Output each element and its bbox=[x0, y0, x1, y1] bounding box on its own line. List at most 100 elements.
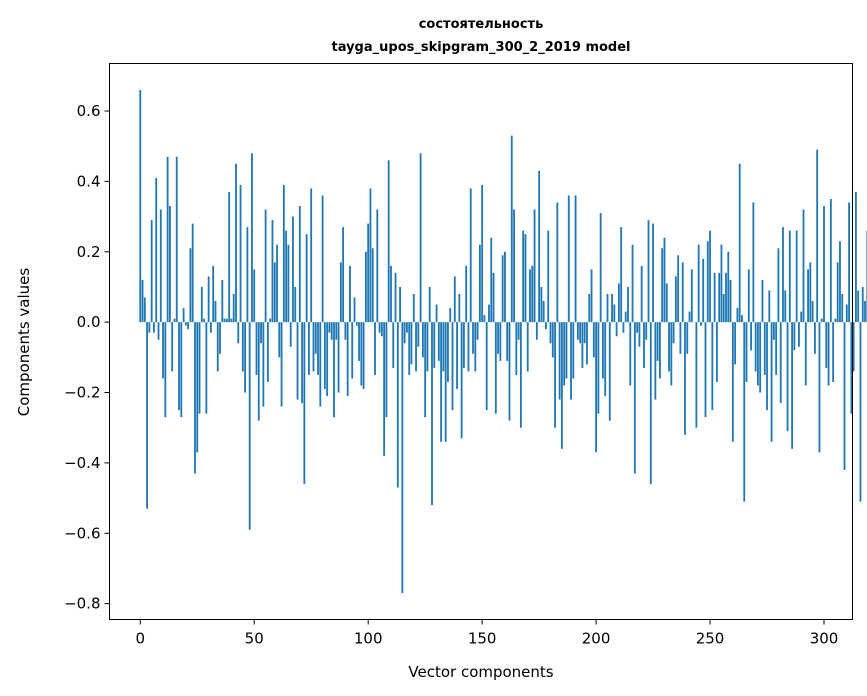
bar-143 bbox=[465, 265, 468, 323]
y-tick-label: 0.2 bbox=[77, 243, 101, 261]
bar-230 bbox=[663, 237, 666, 323]
bar-171 bbox=[529, 269, 531, 323]
bar-75 bbox=[310, 188, 313, 323]
bar-301 bbox=[825, 322, 828, 368]
bar-66 bbox=[289, 322, 292, 347]
x-axis-label: Vector components bbox=[408, 663, 553, 681]
bar-79 bbox=[319, 322, 322, 407]
bar-192 bbox=[576, 322, 579, 340]
bar-58 bbox=[271, 220, 274, 323]
bar-249 bbox=[706, 241, 709, 323]
bar-219 bbox=[638, 322, 641, 347]
bar-121 bbox=[415, 322, 417, 372]
bars-group bbox=[139, 89, 867, 594]
bar-210 bbox=[617, 283, 620, 323]
bar-17 bbox=[178, 322, 180, 411]
bar-264 bbox=[741, 315, 743, 323]
bar-114 bbox=[399, 286, 401, 323]
bar-150 bbox=[481, 184, 484, 323]
bar-237 bbox=[679, 322, 682, 354]
bar-259 bbox=[729, 279, 732, 323]
bar-124 bbox=[421, 322, 424, 358]
bar-272 bbox=[759, 322, 762, 393]
bar-81 bbox=[323, 322, 326, 390]
bar-260 bbox=[731, 322, 734, 442]
bar-258 bbox=[727, 251, 730, 323]
bar-108 bbox=[385, 322, 388, 418]
bar-14 bbox=[171, 322, 174, 372]
bar-191 bbox=[574, 195, 577, 323]
bar-133 bbox=[442, 322, 445, 372]
x-tick-label: 300 bbox=[810, 630, 839, 648]
bar-41 bbox=[232, 293, 235, 323]
bar-74 bbox=[308, 322, 310, 375]
bar-49 bbox=[251, 153, 253, 323]
bar-60 bbox=[276, 244, 278, 323]
bar-315 bbox=[857, 290, 860, 323]
bar-239 bbox=[684, 322, 686, 435]
bar-78 bbox=[317, 322, 319, 375]
y-axis: −0.8 −0.6 −0.4 −0.2 0.0 0.2 0.4 0.6 bbox=[64, 102, 110, 613]
bar-241 bbox=[688, 311, 691, 323]
bar-87 bbox=[337, 322, 340, 393]
x-tick-label: 0 bbox=[135, 630, 145, 648]
bar-291 bbox=[802, 209, 805, 323]
bar-197 bbox=[588, 293, 591, 323]
bar-269 bbox=[752, 202, 755, 323]
bar-213 bbox=[624, 311, 627, 323]
bar-24 bbox=[194, 322, 196, 474]
bar-226 bbox=[654, 322, 657, 400]
bar-95 bbox=[355, 322, 358, 326]
bar-39 bbox=[228, 191, 231, 323]
bar-2 bbox=[143, 297, 146, 323]
bar-71 bbox=[301, 322, 303, 404]
bar-13 bbox=[168, 206, 171, 323]
bar-119 bbox=[410, 322, 413, 365]
bar-206 bbox=[608, 322, 611, 421]
bar-167 bbox=[519, 322, 522, 428]
bar-178 bbox=[545, 322, 547, 330]
bar-53 bbox=[260, 322, 262, 344]
bar-295 bbox=[811, 301, 814, 323]
bar-4 bbox=[148, 322, 151, 333]
bar-88 bbox=[339, 262, 342, 323]
chart-title: состоятельность bbox=[419, 17, 544, 32]
bar-233 bbox=[670, 322, 673, 386]
bar-137 bbox=[451, 322, 454, 411]
bar-184 bbox=[558, 322, 561, 400]
bar-64 bbox=[285, 230, 288, 323]
bar-61 bbox=[278, 322, 281, 358]
bar-151 bbox=[483, 315, 486, 323]
bar-160 bbox=[504, 251, 506, 323]
bar-229 bbox=[661, 248, 664, 323]
bar-102 bbox=[371, 248, 374, 323]
bar-11 bbox=[164, 322, 167, 418]
bar-195 bbox=[583, 322, 586, 344]
bar-16 bbox=[175, 156, 178, 323]
bar-221 bbox=[643, 322, 645, 368]
bar-37 bbox=[223, 318, 226, 323]
bar-286 bbox=[791, 322, 794, 449]
bar-307 bbox=[839, 241, 841, 323]
bar-43 bbox=[237, 322, 240, 344]
bar-18 bbox=[180, 322, 183, 418]
bar-56 bbox=[266, 322, 269, 382]
bar-292 bbox=[804, 322, 807, 386]
bar-198 bbox=[590, 269, 593, 323]
bar-313 bbox=[852, 322, 855, 372]
bar-271 bbox=[757, 322, 759, 386]
bar-117 bbox=[406, 322, 408, 333]
bar-46 bbox=[244, 322, 247, 393]
bar-42 bbox=[235, 163, 237, 323]
bar-93 bbox=[351, 322, 354, 379]
bar-142 bbox=[462, 322, 465, 368]
bar-118 bbox=[408, 322, 411, 375]
bar-139 bbox=[456, 322, 458, 390]
bar-32 bbox=[212, 265, 215, 323]
bar-214 bbox=[627, 286, 629, 323]
bar-189 bbox=[570, 322, 572, 400]
bar-176 bbox=[540, 286, 543, 323]
bar-231 bbox=[665, 283, 668, 323]
bar-218 bbox=[636, 322, 639, 333]
